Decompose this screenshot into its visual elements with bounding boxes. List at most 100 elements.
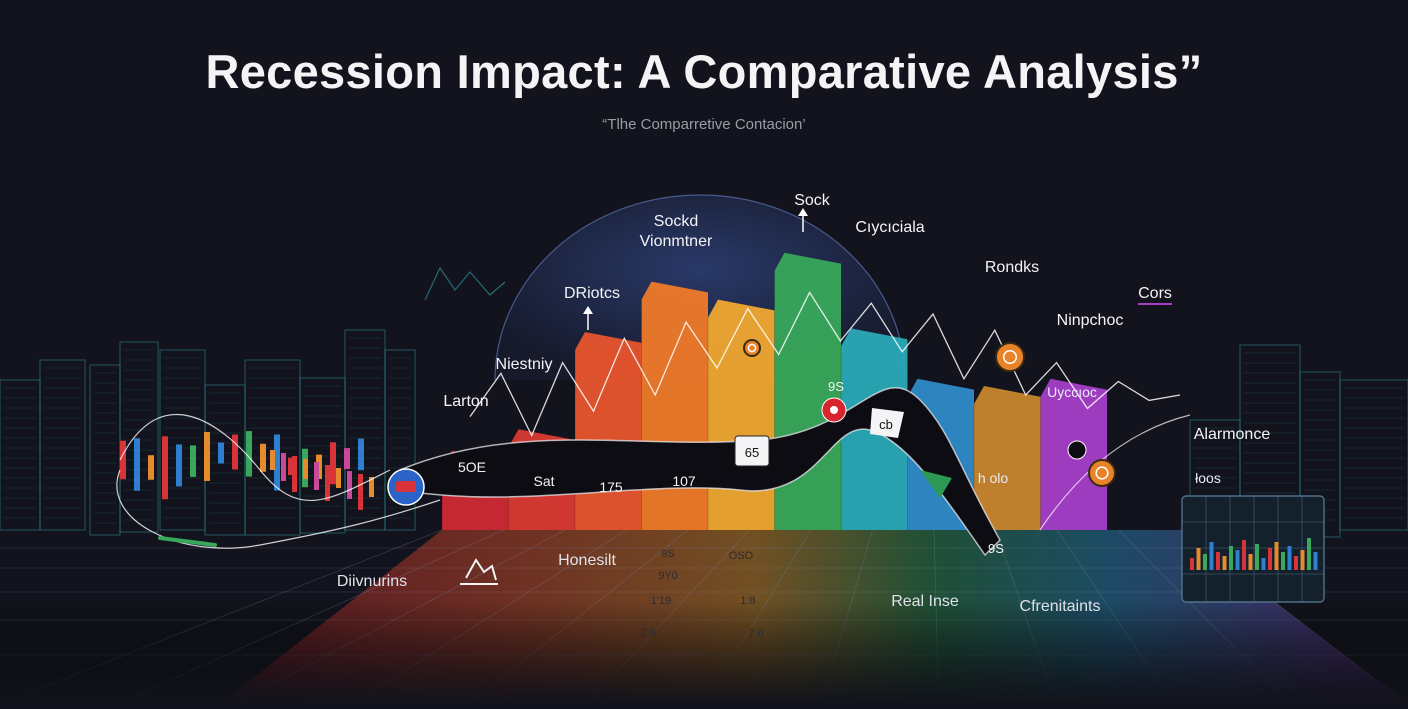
bar-label-5: Cıycıciala <box>855 219 924 236</box>
floor-label-0: Diivnurins <box>337 573 407 590</box>
arrow-up-head-icon <box>798 208 808 216</box>
inner-label-1: h olo <box>978 470 1009 486</box>
arrow-up-head-icon <box>583 306 593 314</box>
panel-bar <box>1235 550 1240 570</box>
badge-2: cb <box>879 417 893 432</box>
mini-bar <box>358 438 364 471</box>
bar-label-0: Larton <box>443 393 488 410</box>
panel-bar <box>1268 548 1272 570</box>
panel-bar <box>1255 544 1259 570</box>
floor-number-6: 7.0 <box>748 628 763 640</box>
mini-bar <box>347 471 352 499</box>
building-5 <box>204 384 246 536</box>
coin-icon <box>743 339 761 357</box>
mini-bar <box>218 442 224 464</box>
floor-number-2: OSO <box>729 550 754 562</box>
panel-bar <box>1196 548 1201 570</box>
bar-label-6: Rondks <box>985 259 1039 276</box>
mini-bar <box>344 448 350 470</box>
mini-bar <box>303 459 308 479</box>
coin-icon-mark <box>1095 466 1109 480</box>
floor-number-4: 1:8 <box>740 595 755 607</box>
panel-bar <box>1300 550 1305 570</box>
coin-icon <box>995 342 1025 372</box>
page-title: Recession Impact: A Comparative Analysis… <box>205 45 1203 98</box>
city-skyline <box>0 266 1408 538</box>
mini-bar <box>281 453 286 481</box>
building-9 <box>384 349 416 531</box>
panel-bar <box>1242 540 1246 570</box>
bar-3 <box>641 281 708 530</box>
panel-bar <box>1222 556 1227 570</box>
mini-bar <box>288 457 294 476</box>
chart-labels: Larton Niestniy DRiotcs Sockd Vionmtner Sock C… <box>337 192 1270 640</box>
band-body <box>399 387 1001 557</box>
bar-label-1: Niestniy <box>496 356 553 373</box>
bar-8 <box>974 386 1041 530</box>
dome-edge <box>494 194 906 381</box>
panel-bar <box>1287 546 1292 570</box>
mini-bar <box>358 474 363 510</box>
mini-bar <box>330 442 336 485</box>
panel-bar <box>1229 546 1233 570</box>
bar-label-7: Ninpchoc <box>1057 312 1124 329</box>
coin-icon <box>1088 459 1116 487</box>
mini-green-stroke <box>158 536 217 547</box>
mini-bar <box>314 462 319 490</box>
panel-bar <box>1203 554 1207 570</box>
mini-bar <box>176 444 182 487</box>
panel-bar <box>1313 552 1318 570</box>
building-3 <box>119 341 159 533</box>
mini-bar <box>325 465 330 501</box>
floor-number-1: 9Y0 <box>658 570 678 582</box>
badge-0: 65 <box>745 445 759 460</box>
bar-label-9: Alarmonce <box>1194 426 1271 443</box>
building-6 <box>244 359 301 536</box>
badge-flag <box>870 408 904 438</box>
mini-bar <box>134 438 140 491</box>
mini-bar <box>204 431 210 481</box>
mini-curve <box>119 414 391 501</box>
page-subtitle: “Tlhe Comparretive Contacion’ <box>602 116 806 133</box>
panel-bar <box>1261 558 1266 570</box>
bar-label-8: Cors <box>1138 285 1172 302</box>
band-start-badge-inner <box>396 481 416 492</box>
floor-number-0: 9S <box>661 548 674 560</box>
scribble-icon <box>465 558 497 581</box>
mini-bar <box>292 456 297 492</box>
badge-box <box>734 435 770 467</box>
band-label-3: 107 <box>672 473 696 489</box>
band-label-2: 175 <box>599 479 623 495</box>
mini-bar <box>190 445 196 477</box>
mini-bar <box>369 477 374 497</box>
bar-label-3: Vionmtner <box>640 233 713 250</box>
badge-1: 9S <box>828 379 844 394</box>
panel-bar <box>1248 554 1253 570</box>
coin-icon-mark <box>1002 349 1018 365</box>
right-mini-panel <box>1039 414 1325 603</box>
floor-number-5: 2.9 <box>640 627 655 639</box>
small-dot-icon <box>1067 440 1087 460</box>
panel-bar <box>1216 552 1220 570</box>
red-marker-dot <box>830 406 838 414</box>
mini-bar <box>246 431 252 477</box>
mini-bar <box>232 434 238 470</box>
mini-bar <box>120 440 126 480</box>
spark-line-top-left <box>424 266 506 301</box>
building-2 <box>89 364 121 536</box>
panel-bar <box>1281 552 1285 570</box>
panel-bar <box>1274 542 1279 570</box>
floor-number-3: 1'19 <box>651 595 671 607</box>
building-8 <box>344 329 386 531</box>
building-0 <box>0 379 41 531</box>
mini-bar <box>260 443 266 472</box>
floor-label-1: Honesilt <box>558 552 616 569</box>
building-12 <box>1339 379 1408 531</box>
floor-fade <box>0 600 1408 704</box>
right-curve <box>1039 414 1191 531</box>
building-1 <box>39 359 86 531</box>
bar-label-2: DRiotcs <box>564 285 620 302</box>
mini-bar <box>336 468 341 488</box>
overlay-line <box>469 208 1181 438</box>
